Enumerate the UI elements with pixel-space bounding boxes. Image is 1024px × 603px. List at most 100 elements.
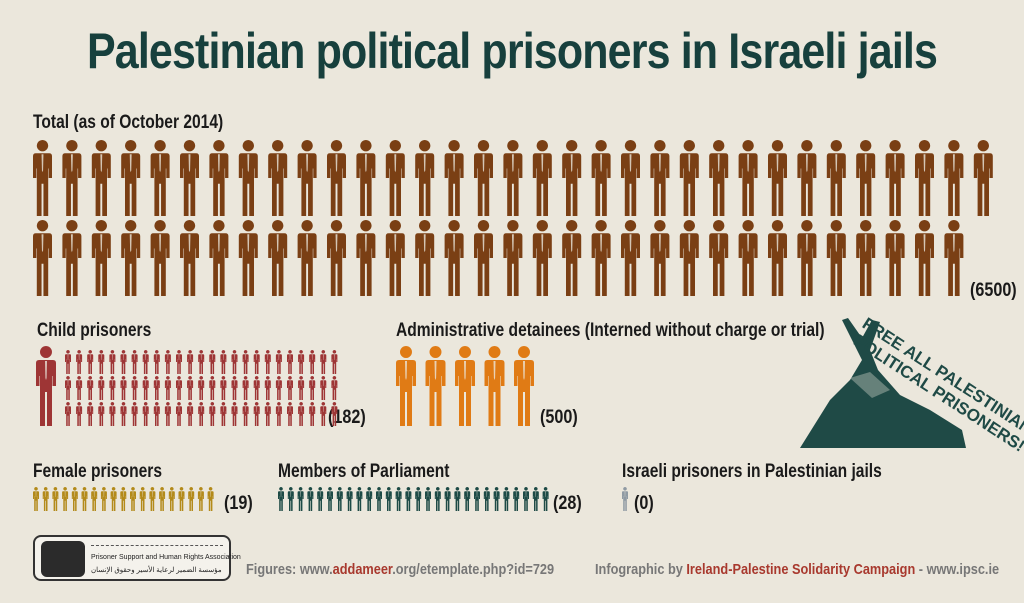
child-person-icon-72 [309,402,316,426]
count-total: (6500) [970,280,1017,301]
female-person-icon-18 [207,487,214,511]
total-person-icon-59 [797,220,817,296]
total-person-icon-36 [121,220,141,296]
admin-person-icon-3 [484,346,505,426]
child-person-icon-4 [109,350,116,374]
total-person-icon-26 [797,140,817,216]
mp-person-icon-23 [503,487,510,511]
credit-org[interactable]: Ireland-Palestine Solidarity Campaign [686,561,916,578]
total-person-icon-15 [474,140,493,216]
credit-suffix: - www.ipsc.ie [915,561,1000,578]
child-person-icon-73 [320,402,327,426]
total-person-icon-45 [385,220,405,296]
israeli-person-icon [622,487,628,511]
count-admin: (500) [540,407,578,428]
mp-person-icon-20 [474,487,480,511]
child-person-icon-64 [220,402,227,426]
total-person-icon-23 [709,140,729,216]
mp-person-icon-26 [532,487,539,511]
child-person-icon-37 [198,376,205,400]
total-person-icon-20 [621,140,640,216]
child-person-icon-21 [298,350,305,374]
child-person-icon-74 [331,402,338,426]
total-person-icon-61 [856,220,876,296]
mp-person-icon-10 [376,487,382,511]
total-person-icon-7 [238,140,258,216]
label-mp: Members of Parliament [278,461,450,482]
child-person-icon-30 [120,376,127,400]
child-person-icon-32 [142,376,149,400]
child-person-icon-35 [176,376,182,400]
female-person-icon-11 [139,487,146,511]
total-person-icon-64 [944,220,964,296]
mp-person-icon-6 [336,487,343,511]
child-person-icon-63 [209,402,216,426]
mp-person-icon-1 [287,487,294,511]
child-person-icon-8 [153,350,160,374]
child-person-icon-67 [253,402,260,426]
mp-person-icon-4 [317,487,324,511]
child-person-icon-7 [142,350,149,374]
child-person-icon-65 [231,402,238,426]
child-person-icon-66 [242,402,249,426]
child-person-icon-46 [298,376,305,400]
total-person-icon-22 [679,140,699,216]
label-female: Female prisoners [33,461,163,482]
total-person-icon-5 [180,140,199,216]
total-person-icon-39 [209,220,229,296]
total-person-icon-37 [150,220,170,296]
total-person-icon-49 [503,220,523,296]
total-person-icon-32 [973,140,993,216]
child-person-icon-12 [198,350,205,374]
total-person-icon-11 [356,140,376,216]
child-person-icon-54 [109,402,116,426]
total-person-icon-1 [62,140,82,216]
female-person-icon-0 [33,487,39,511]
addameer-mark-icon [41,541,85,577]
child-person-icon-42 [253,376,260,400]
total-person-icon-17 [532,140,552,216]
child-person-icon-71 [298,402,305,426]
child-person-icon-56 [131,402,138,426]
total-person-icon-40 [238,220,258,296]
mp-person-icon-9 [366,487,373,511]
child-person-icon-6 [131,350,138,374]
child-person-icon-52 [87,402,94,426]
total-person-icon-29 [885,140,905,216]
total-person-icon-62 [885,220,905,296]
mp-person-icon-17 [444,487,451,511]
mp-person-icon-0 [278,487,284,511]
total-person-icon-42 [297,220,317,296]
figures-link[interactable]: addameer [332,561,393,578]
mp-person-icon-12 [395,487,402,511]
female-person-icon-5 [81,487,88,511]
child-person-icon-5 [120,350,127,374]
total-person-icon-53 [621,220,640,296]
total-person-icon-34 [62,220,82,296]
total-person-icon-4 [150,140,170,216]
child-person-icon-69 [275,402,282,426]
addameer-logo: Prisoner Support and Human Rights Associ… [33,535,241,581]
female-person-icon-15 [178,487,185,511]
female-person-icon-10 [130,487,136,511]
child-person-icon-40 [231,376,238,400]
total-person-icon-52 [591,220,611,296]
count-child: (182) [328,407,366,428]
total-person-icon-33 [33,220,52,296]
mp-person-icon-25 [523,487,529,511]
child-person-icon-55 [120,402,127,426]
female-person-icon-3 [62,487,69,511]
child-person-icon-18 [264,350,271,374]
child-person-icon-24 [331,350,338,374]
barbed-wire-icon [91,545,223,550]
child-person-icon-14 [220,350,227,374]
mp-person-icon-22 [493,487,500,511]
credit-line: Infographic by Ireland-Palestine Solidar… [595,561,999,578]
child-person-icon-41 [242,376,249,400]
child-person-icon-47 [309,376,316,400]
child-person-icon-49 [331,376,338,400]
admin-person-icon-2 [455,346,475,426]
label-admin: Administrative detainees (Interned witho… [396,320,825,341]
child-person-icon-70 [287,402,293,426]
total-person-icon-13 [415,140,435,216]
